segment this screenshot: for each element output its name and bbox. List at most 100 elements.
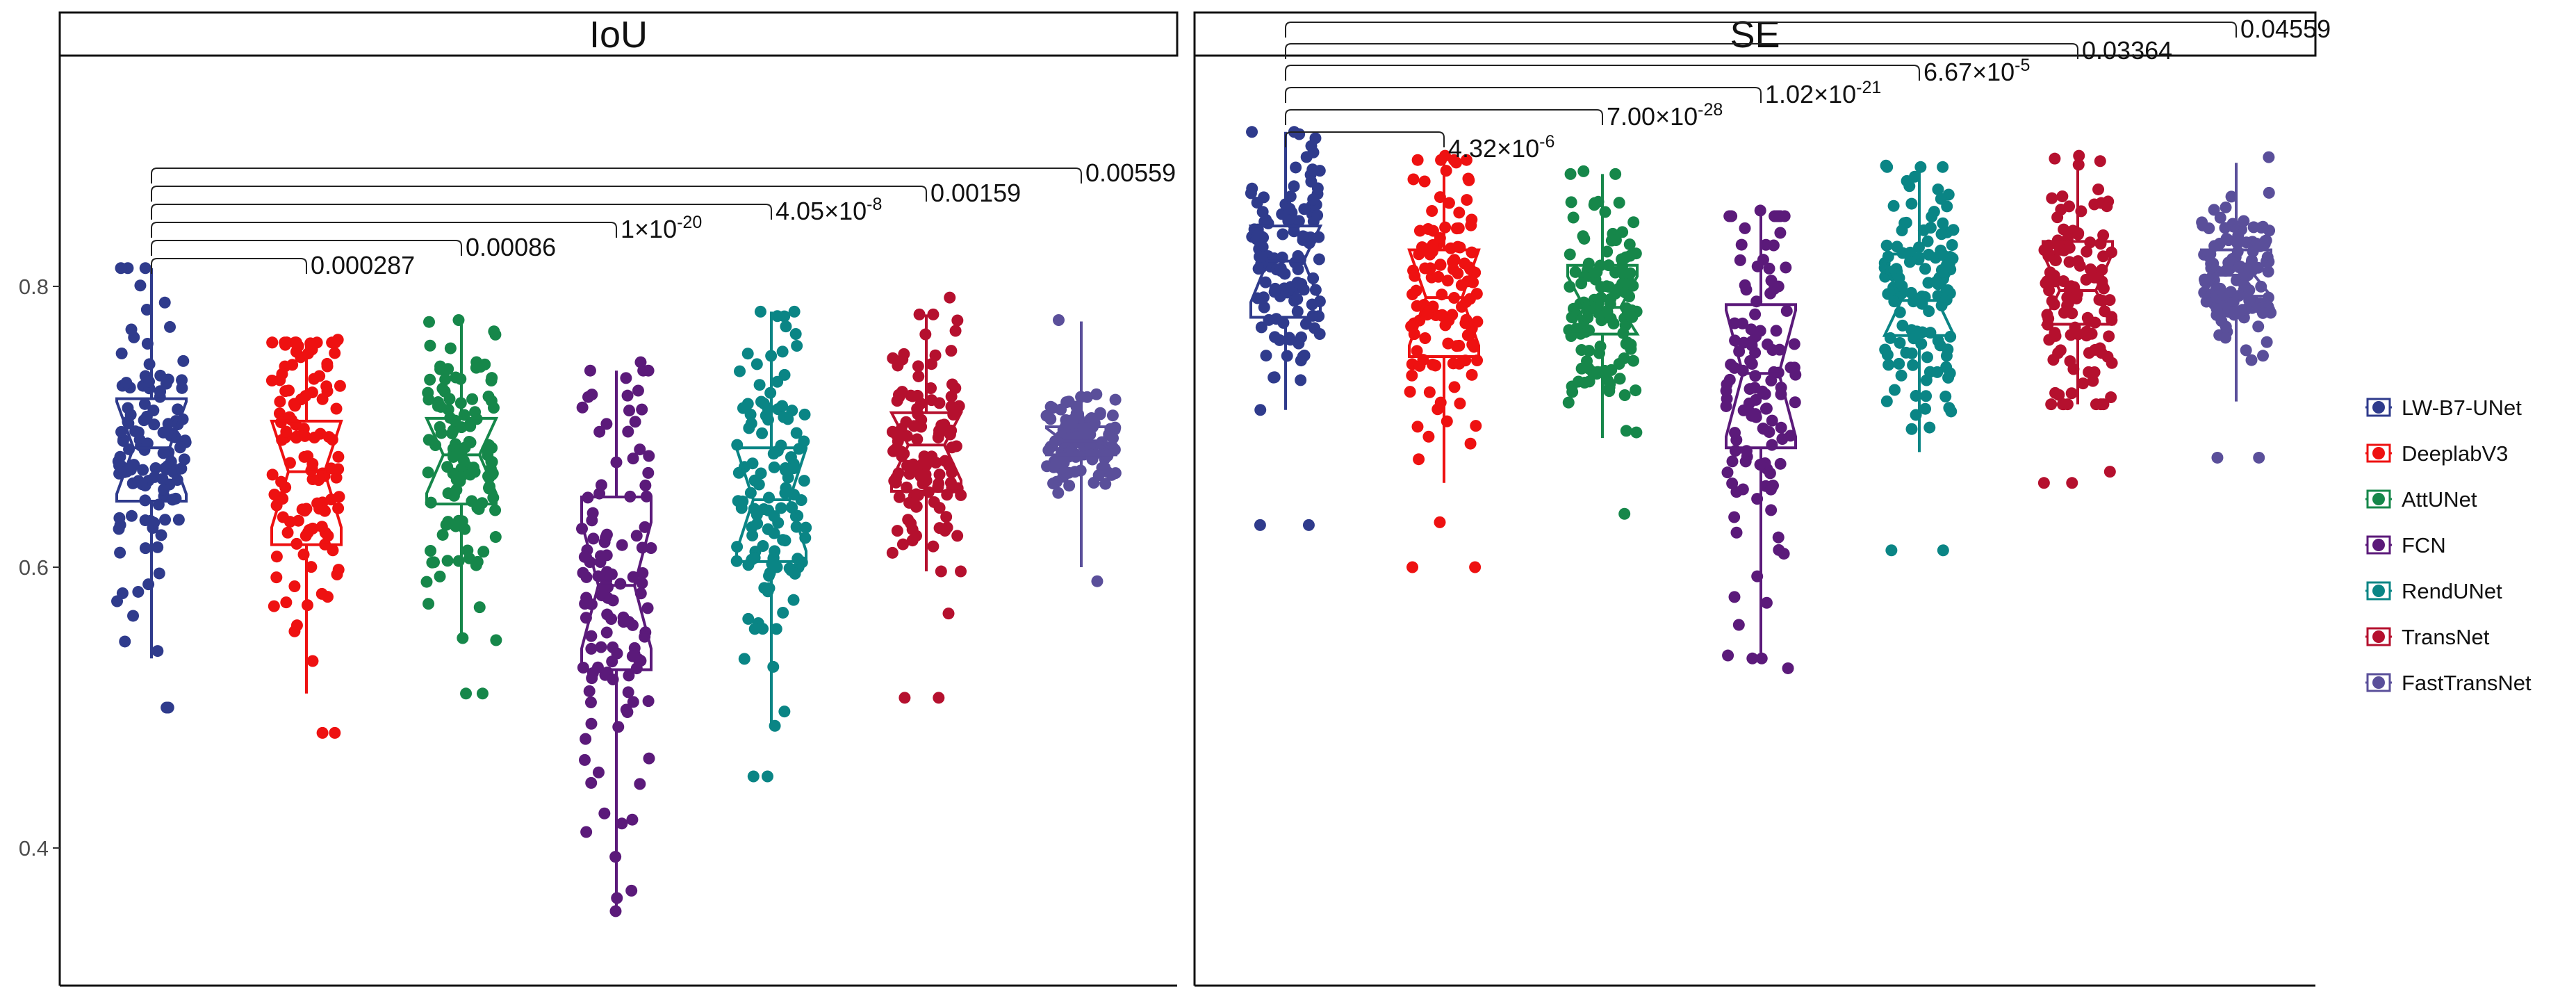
data-point — [2056, 190, 2069, 202]
box-body — [889, 411, 964, 493]
data-point — [1588, 199, 1600, 211]
data-point — [737, 495, 749, 507]
data-point — [2081, 245, 2093, 258]
data-point — [598, 587, 610, 599]
data-point — [1256, 206, 1269, 218]
data-point — [482, 449, 494, 462]
data-point — [1284, 334, 1297, 346]
significance-bracket — [1285, 109, 1603, 125]
data-point — [2089, 316, 2101, 329]
box-body — [1882, 252, 1957, 337]
box-body — [270, 419, 343, 546]
data-point — [157, 426, 170, 439]
data-point — [1055, 430, 1067, 442]
data-point — [1767, 239, 1780, 252]
data-point — [890, 429, 903, 441]
box-body — [2040, 240, 2115, 326]
data-point — [422, 386, 434, 399]
significance-bracket — [1285, 43, 2078, 59]
data-point — [2092, 183, 2105, 195]
data-point — [1424, 248, 1436, 261]
data-point — [761, 770, 773, 783]
data-point — [1880, 239, 1893, 252]
data-point — [288, 398, 300, 410]
data-point — [306, 386, 318, 399]
significance-bracket — [1285, 87, 1762, 103]
data-point — [605, 613, 618, 626]
data-point — [434, 570, 446, 582]
data-point — [1466, 368, 1478, 381]
data-point — [143, 358, 156, 370]
data-point — [2065, 387, 2078, 400]
data-point — [469, 406, 482, 418]
data-point — [1888, 295, 1901, 308]
data-point — [754, 305, 766, 318]
data-point — [1613, 358, 1625, 370]
data-point — [1780, 261, 1792, 274]
data-point — [632, 384, 644, 397]
data-point — [1723, 373, 1736, 386]
data-point — [279, 336, 291, 349]
data-point — [334, 380, 346, 392]
data-point — [738, 653, 750, 665]
data-point — [1620, 338, 1632, 350]
data-point — [1775, 421, 1787, 434]
data-point — [893, 491, 905, 503]
data-point — [758, 582, 771, 594]
data-point — [1079, 427, 1092, 439]
data-point — [767, 448, 780, 460]
data-point — [1575, 277, 1588, 290]
data-point — [627, 452, 639, 465]
data-point — [585, 630, 598, 642]
data-point — [737, 402, 749, 414]
data-point — [1442, 337, 1454, 350]
box-body — [1248, 225, 1323, 319]
significance-bracket — [151, 258, 307, 274]
box-body — [580, 496, 653, 671]
data-point — [1620, 425, 1632, 437]
data-point — [1889, 384, 1901, 396]
data-point — [273, 407, 286, 420]
data-point — [1721, 466, 1734, 479]
data-point — [159, 514, 172, 526]
data-point — [1603, 281, 1616, 293]
data-point — [1879, 343, 1892, 356]
data-point — [1562, 396, 1575, 409]
data-point — [1763, 262, 1775, 275]
data-point — [1434, 516, 1446, 528]
data-point — [122, 402, 134, 414]
data-point — [1411, 345, 1423, 357]
data-point — [770, 623, 782, 635]
data-point — [584, 696, 597, 709]
data-point — [777, 534, 789, 546]
data-point — [1413, 359, 1426, 372]
data-point — [329, 347, 341, 359]
data-point — [2105, 391, 2117, 404]
data-point — [2088, 366, 2101, 379]
data-point — [1893, 357, 1905, 370]
data-point — [1739, 455, 1752, 468]
data-point — [127, 610, 140, 622]
data-point — [2247, 221, 2260, 234]
legend-key-dot — [2372, 493, 2385, 505]
data-point — [464, 418, 477, 430]
data-point — [125, 509, 138, 522]
data-point — [585, 717, 598, 730]
data-point — [1581, 355, 1593, 368]
data-point — [476, 687, 489, 700]
data-point — [1947, 224, 1960, 236]
data-point — [1730, 486, 1743, 498]
legend-label: FCN — [2402, 533, 2446, 557]
data-point — [158, 483, 170, 496]
data-point — [1407, 173, 1420, 186]
data-point — [277, 511, 289, 523]
data-point — [896, 538, 909, 551]
data-point — [2077, 377, 2090, 390]
data-point — [756, 427, 769, 439]
data-point — [2046, 192, 2058, 204]
data-point — [2247, 245, 2259, 258]
data-point — [2210, 303, 2223, 316]
data-point — [443, 393, 456, 405]
p-value-mantissa: 7.00×10 — [1607, 102, 1698, 131]
data-point — [929, 349, 942, 361]
